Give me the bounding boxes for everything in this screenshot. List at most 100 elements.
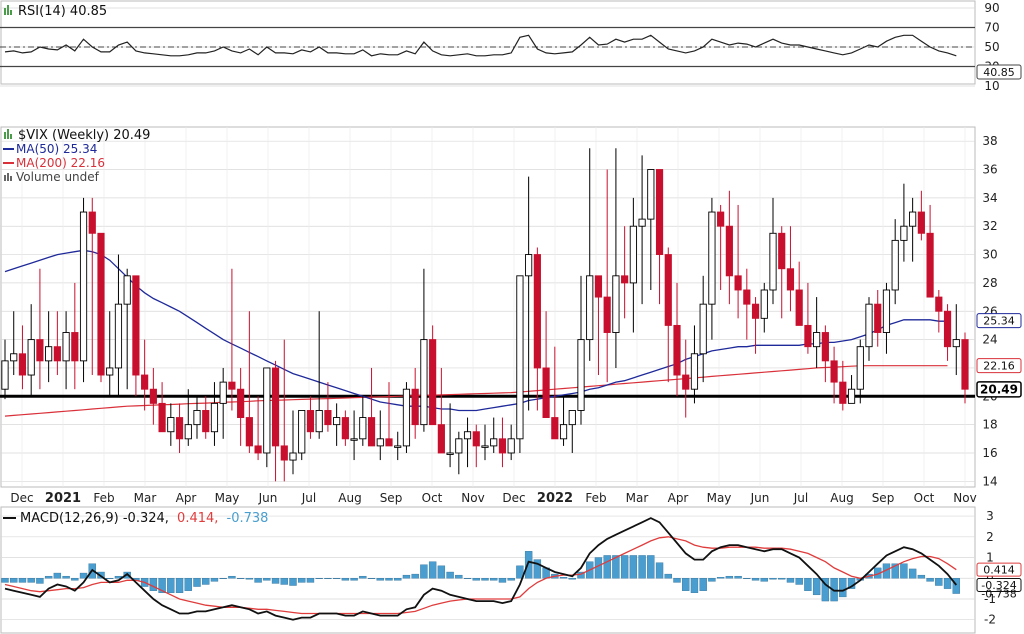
histogram-bar (629, 555, 638, 579)
candle (725, 190, 733, 305)
hist-value-label: -0.738 (981, 588, 1016, 601)
candle-body (795, 289, 803, 326)
candle (446, 403, 454, 468)
candle (402, 382, 411, 453)
histogram-bar (193, 578, 201, 587)
candle-body (263, 367, 271, 454)
ma50-value-label: 25.34 (983, 315, 1015, 328)
candle-body (882, 289, 891, 333)
histogram-bar (455, 574, 463, 579)
candle-body (507, 438, 515, 454)
candle (132, 275, 140, 397)
volume-icon (4, 173, 12, 181)
price-tick-label: 38 (982, 134, 997, 148)
candle-body (603, 296, 611, 333)
candle-body (463, 431, 472, 440)
candle (1, 339, 9, 400)
x-tick-label: Jun (750, 491, 770, 505)
price-title: $VIX (Weekly) 20.49 (18, 128, 150, 143)
candle (394, 431, 402, 461)
candle-body (446, 452, 454, 455)
candle (935, 289, 943, 333)
candle (350, 410, 358, 461)
candle-body (821, 332, 829, 362)
chart-icon (4, 129, 12, 139)
histogram-bar (908, 568, 917, 579)
candle (36, 268, 44, 390)
candle-body (45, 346, 53, 362)
histogram-bar (306, 578, 315, 583)
candle-body (79, 211, 88, 362)
candle (106, 311, 114, 397)
candle-body (629, 225, 637, 284)
candle (533, 247, 541, 411)
price-tick-label: 18 (982, 418, 997, 432)
x-tick-label: May (707, 491, 732, 505)
candle (367, 367, 376, 447)
candle-body (385, 438, 393, 447)
candle (237, 367, 245, 446)
candle (952, 304, 960, 376)
candle (315, 311, 323, 439)
histogram-bar (359, 575, 367, 579)
candle-body (839, 381, 847, 404)
candle (786, 226, 795, 312)
candle (472, 424, 480, 468)
candle-body (612, 275, 620, 333)
candle-body (175, 417, 184, 440)
candle (682, 339, 690, 418)
histogram-bar (507, 578, 515, 581)
x-tick-label: Mar (626, 491, 649, 505)
candle-body (158, 402, 166, 433)
ma50-value-box (976, 313, 1022, 329)
candle-body (690, 353, 699, 390)
histogram-bar (394, 578, 402, 581)
candle (551, 346, 559, 440)
candle-body (280, 445, 288, 461)
candle-body (525, 254, 533, 277)
histogram-bar (472, 578, 480, 581)
candle-body (874, 303, 882, 333)
candle (376, 410, 384, 461)
histogram-bar (612, 555, 620, 579)
volume-legend: Volume undef (16, 170, 100, 184)
histogram-bar (699, 578, 707, 591)
candle (900, 183, 908, 262)
candle (525, 176, 533, 411)
histogram-bar (149, 578, 158, 591)
candle-body (202, 410, 210, 433)
candle-body (1, 360, 9, 390)
x-tick-label: Oct (422, 491, 443, 505)
macd-tick-label: -1 (984, 592, 996, 606)
price-tick-label: 24 (982, 333, 997, 347)
candle (882, 282, 891, 354)
candle (751, 297, 760, 354)
candle-body (298, 410, 306, 454)
histogram-bar (27, 578, 35, 583)
candle-body (577, 339, 585, 411)
candle (411, 367, 419, 439)
histogram-bar (53, 572, 62, 579)
rsi-levels (0, 26, 975, 68)
x-tick-label: 2022 (537, 491, 573, 506)
candle (333, 403, 341, 446)
candle (874, 289, 882, 347)
histogram-bar (559, 577, 568, 579)
candle-body (53, 346, 61, 362)
histogram-bar (778, 578, 786, 580)
candle (254, 396, 262, 461)
histogram-bar (271, 578, 280, 584)
candlesticks (1, 148, 969, 482)
histogram-bar (891, 563, 899, 579)
histogram-bar (210, 578, 219, 582)
candle (123, 268, 131, 390)
candle-body (734, 275, 742, 291)
histogram-bar (900, 563, 908, 579)
macd-value-label: -0.324 (981, 579, 1016, 592)
candle (202, 396, 210, 439)
candle-body (717, 211, 725, 227)
histogram-bar (943, 578, 952, 589)
candle (62, 311, 70, 390)
candle (18, 325, 27, 390)
candle-body (673, 324, 681, 376)
